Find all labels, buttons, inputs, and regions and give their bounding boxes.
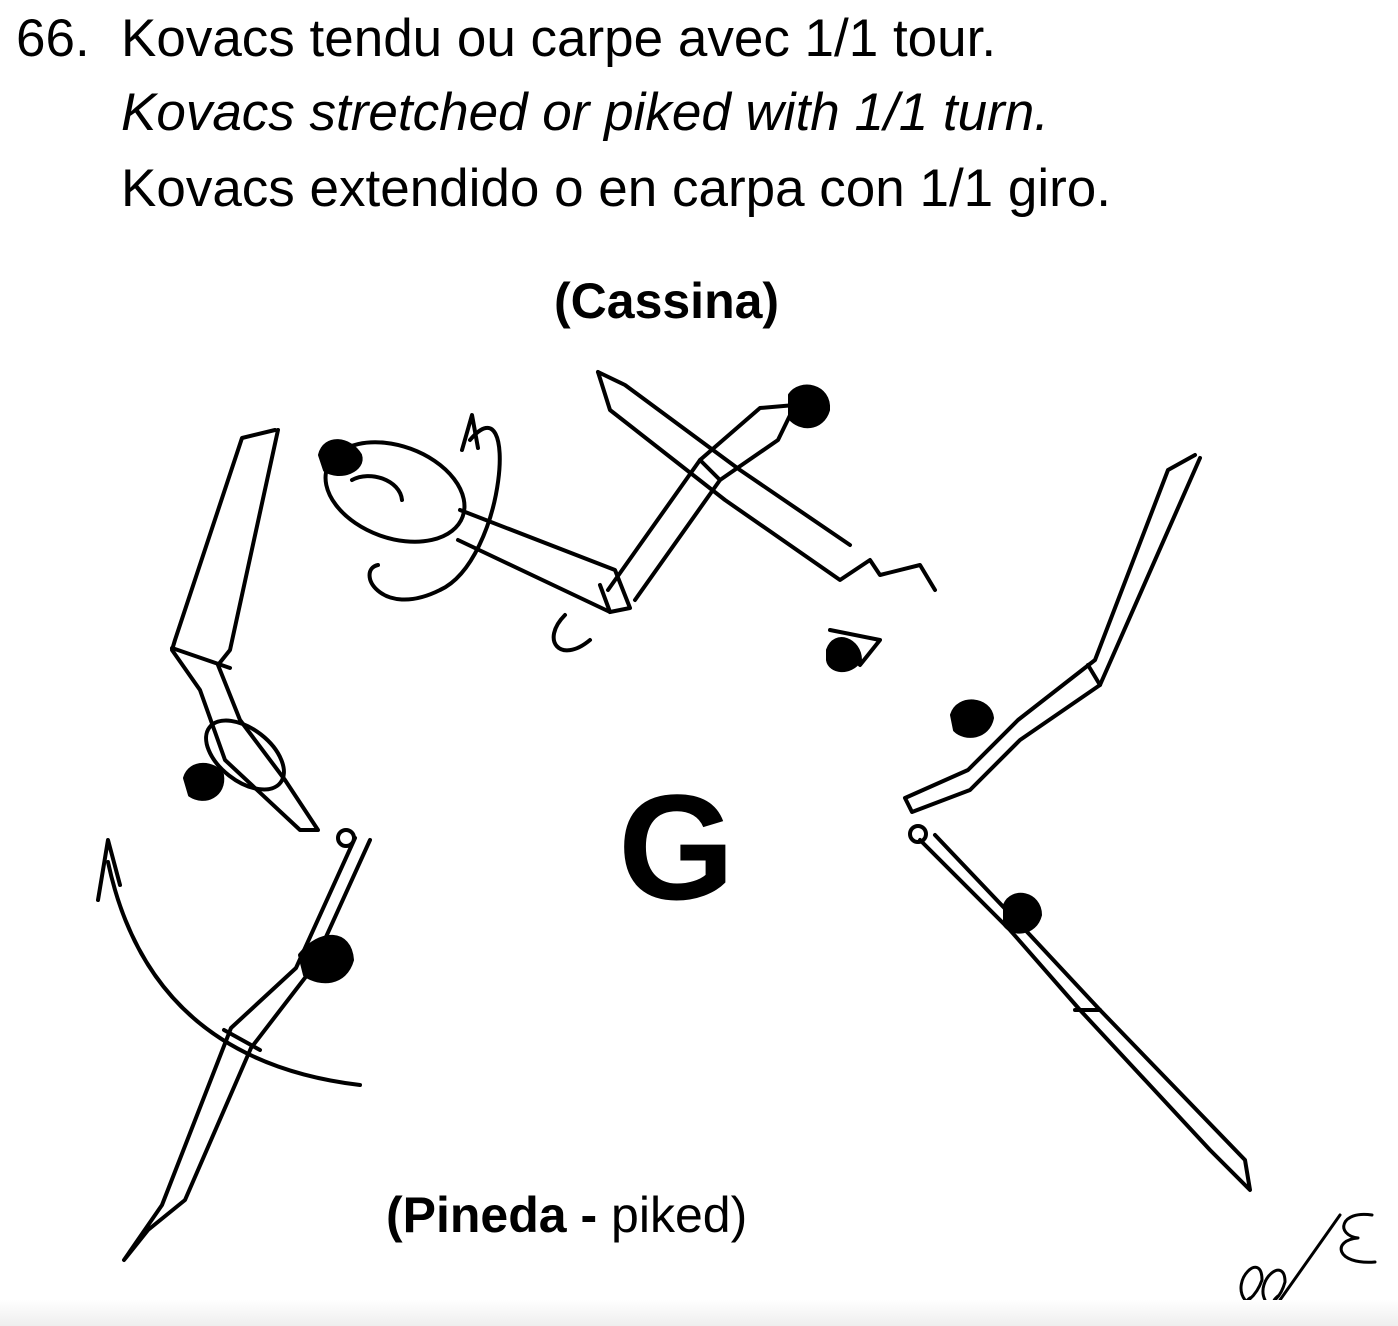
page-bottom-fade [0,1300,1398,1326]
gymnast-figure [918,833,1252,1192]
element-text-en: Kovacs stretched or piked with 1/1 turn. [121,83,1049,142]
element-text-es: Kovacs extendido o en carpa con 1/1 giro… [121,159,1111,218]
difficulty-value: G [618,763,735,931]
gymnast-figure [318,439,632,653]
gymnast-figure [122,836,372,1262]
turn-arrow-icon [367,413,502,602]
rotation-arrow-icon [96,838,362,1087]
pineda-separator: - [566,1187,612,1243]
signature [1239,1212,1377,1303]
element-text-fr: Kovacs tendu ou carpe avec 1/1 tour. [121,9,997,68]
gymnast-figure [903,453,1202,814]
element-number: 66. [16,9,90,68]
pineda-label: (Pineda - piked) [386,1186,747,1244]
bar-icon [336,824,928,848]
cassina-label: (Cassina) [554,273,780,329]
gymnast-figure [606,384,831,602]
pineda-variant: piked) [611,1187,748,1243]
gymnast-figure [596,370,937,673]
pineda-name: (Pineda [386,1187,567,1243]
gymnast-figure [170,428,320,832]
